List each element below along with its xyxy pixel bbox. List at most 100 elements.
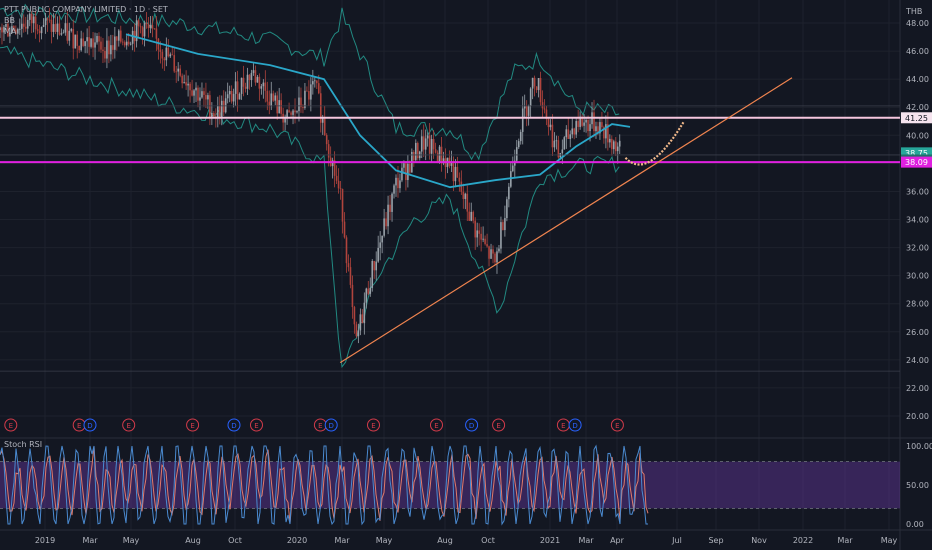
candle-body (601, 122, 603, 128)
candle-body (112, 45, 114, 50)
candle-body (175, 71, 178, 73)
event-marker-earnings[interactable]: E (72, 418, 86, 432)
close-price-tag-bg (901, 147, 932, 159)
candle-body (430, 138, 433, 154)
candle-body (3, 26, 5, 33)
candle-body (450, 162, 453, 166)
candle-body (167, 47, 170, 57)
event-marker-earnings[interactable]: E (4, 418, 18, 432)
candle-body (454, 166, 457, 182)
candle-body (535, 86, 538, 91)
candle-body (135, 20, 138, 42)
candle-body (541, 102, 544, 109)
event-marker-earnings[interactable]: E (250, 418, 263, 432)
event-marker-dividend[interactable]: D (324, 418, 338, 432)
candle-body (280, 100, 282, 114)
event-marker-earnings[interactable]: E (367, 418, 380, 432)
indicator-ma-label[interactable]: MA (4, 27, 17, 36)
bb-lower-line (0, 45, 620, 369)
candle-body (19, 28, 21, 30)
event-letter: D (469, 422, 474, 430)
event-letter: D (572, 422, 577, 430)
rsi-tick-label: 50.00 (906, 481, 929, 490)
event-letter: E (9, 422, 13, 430)
candle-body (266, 90, 269, 102)
candle-body (20, 23, 23, 29)
event-marker-earnings[interactable]: E (313, 418, 327, 432)
candle-body (248, 74, 251, 81)
candle-body (494, 253, 496, 263)
close-price-tag-text: 38.75 (905, 149, 928, 158)
candle-body (5, 23, 7, 27)
candle-body (38, 30, 41, 34)
event-marker-dividend[interactable]: D (227, 418, 241, 432)
symbol-title[interactable]: PTT PUBLIC COMPANY LIMITED · 1D · SET (4, 5, 168, 14)
candle-body (575, 121, 577, 135)
candle-body (521, 108, 524, 132)
candle-body (143, 23, 146, 37)
candle-body (189, 83, 191, 91)
event-marker-earnings[interactable]: E (122, 418, 136, 432)
candle-body (571, 128, 574, 135)
candle-body (397, 177, 399, 189)
time-tick-label: Oct (481, 536, 495, 545)
candle-body (88, 37, 90, 47)
candle-body (274, 95, 277, 101)
stoch-rsi-d-line (0, 445, 649, 524)
event-marker-earnings[interactable]: E (556, 418, 570, 432)
currency-label: THB (905, 7, 922, 16)
moving-average (125, 33, 631, 189)
event-marker-earnings[interactable]: E (430, 418, 443, 432)
event-marker-earnings[interactable]: E (492, 418, 506, 432)
event-marker-dividend[interactable]: D (83, 418, 97, 432)
candle-body (108, 40, 110, 55)
candle-body (399, 180, 401, 189)
candle-body (577, 121, 579, 127)
candle-body (614, 141, 617, 152)
price-tick-label: 48.00 (906, 19, 929, 28)
candle-body (149, 25, 152, 29)
candle-body (553, 140, 556, 148)
candle-body (211, 113, 213, 118)
candle-body (110, 45, 112, 55)
candle-body (508, 186, 510, 200)
candle-body (64, 23, 67, 33)
candle-body (9, 32, 11, 37)
support-price-tag-bg (901, 156, 932, 168)
candle-body (98, 36, 100, 42)
event-marker-earnings[interactable]: E (186, 418, 200, 432)
bollinger-bands (0, 3, 620, 369)
time-tick-label: Oct (228, 536, 242, 545)
candle-body (529, 88, 532, 106)
candle-body (585, 119, 587, 123)
candle-body (490, 249, 492, 259)
event-marker-earnings[interactable]: E (610, 418, 624, 432)
candle-body (256, 76, 259, 83)
candle-body (1, 27, 3, 33)
candle-body (17, 29, 19, 34)
candle-body (385, 218, 387, 227)
candle-body (96, 36, 98, 43)
price-tick-label: 42.00 (906, 103, 929, 112)
stoch-rsi-label[interactable]: Stoch RSI (4, 440, 43, 449)
candle-body (157, 38, 160, 50)
event-marker-dividend[interactable]: D (568, 418, 582, 432)
candle-body (36, 29, 39, 31)
candle-body (377, 247, 379, 262)
candle-body (462, 191, 465, 199)
candle-body (488, 246, 490, 259)
event-marker-dividend[interactable]: D (465, 418, 479, 432)
candle-body (515, 147, 518, 161)
candle-body (381, 235, 383, 243)
candle-body (363, 302, 366, 324)
candle-body (268, 101, 271, 106)
candle-body (379, 242, 381, 248)
candle-body (28, 13, 31, 20)
candle-body (458, 177, 461, 182)
candle-body (46, 18, 49, 20)
trendline[interactable] (339, 77, 793, 364)
indicator-bb-label[interactable]: BB (4, 16, 15, 25)
candle-body (74, 34, 77, 49)
